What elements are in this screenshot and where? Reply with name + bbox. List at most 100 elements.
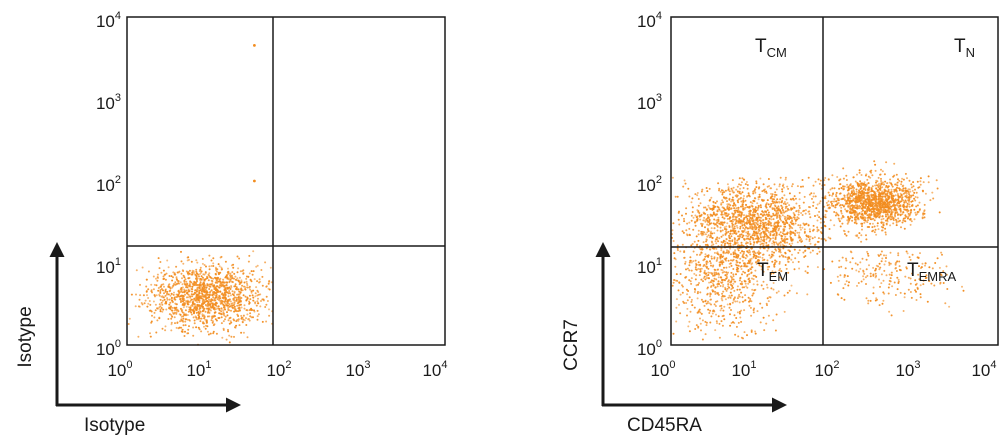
scatter-point (761, 210, 764, 213)
scatter-point (723, 217, 726, 220)
scatter-point (784, 235, 787, 238)
scatter-point (742, 187, 745, 189)
scatter-point (188, 269, 191, 272)
scatter-point (688, 320, 691, 323)
scatter-point (195, 277, 197, 280)
scatter-point (236, 318, 239, 321)
scatter-point (763, 231, 766, 233)
scatter-point (713, 251, 716, 254)
scatter-point (160, 307, 163, 309)
scatter-point (710, 255, 713, 258)
scatter-point (239, 303, 242, 306)
scatter-point (763, 189, 765, 192)
scatter-point (185, 318, 188, 321)
scatter-point (886, 219, 889, 222)
scatter-point (778, 242, 781, 245)
scatter-point (892, 203, 895, 206)
scatter-point (867, 219, 869, 222)
scatter-point (809, 251, 812, 254)
scatter-point (161, 310, 164, 313)
scatter-point (739, 220, 742, 223)
scatter-point (908, 200, 910, 203)
scatter-point (723, 305, 726, 308)
scatter-point (922, 279, 925, 282)
scatter-point (804, 270, 807, 273)
scatter-point (234, 285, 237, 288)
scatter-point (825, 201, 828, 204)
scatter-point (138, 298, 141, 301)
scatter-point (235, 279, 238, 282)
scatter-point (897, 195, 900, 198)
scatter-point (720, 249, 723, 252)
scatter-point (729, 313, 731, 316)
scatter-point (750, 314, 753, 317)
scatter-point (898, 208, 901, 211)
scatter-point (753, 221, 756, 224)
scatter-point (213, 298, 216, 300)
scatter-point (734, 333, 737, 336)
scatter-point (710, 315, 713, 318)
scatter-point (679, 250, 682, 253)
scatter-point (746, 217, 749, 220)
scatter-point (869, 222, 872, 225)
scatter-point (708, 312, 711, 314)
scatter-point (690, 298, 693, 301)
scatter-point (751, 213, 754, 216)
scatter-point (740, 215, 743, 218)
scatter-point (750, 272, 753, 275)
scatter-point (797, 260, 800, 263)
scatter-point (159, 291, 162, 294)
scatter-point (235, 324, 238, 327)
scatter-point (748, 218, 751, 220)
scatter-point (925, 274, 928, 277)
scatter-point (811, 249, 814, 252)
scatter-point (727, 252, 730, 255)
scatter-point (785, 221, 788, 224)
scatter-point (686, 267, 689, 270)
scatter-point (772, 319, 775, 322)
scatter-point (902, 189, 905, 192)
scatter-point (895, 189, 898, 192)
scatter-point (700, 230, 703, 233)
scatter-point (867, 205, 870, 208)
scatter-point (179, 298, 182, 301)
scatter-point (890, 188, 893, 191)
scatter-point (193, 319, 196, 322)
scatter-point (222, 320, 225, 323)
scatter-point (735, 220, 738, 223)
scatter-point (767, 203, 770, 206)
scatter-point (761, 227, 764, 230)
scatter-point (749, 243, 752, 246)
scatter-point (735, 256, 738, 259)
scatter-point (790, 231, 793, 234)
scatter-point (862, 214, 865, 217)
scatter-point (145, 290, 148, 293)
scatter-point (765, 192, 768, 194)
scatter-point (163, 277, 166, 280)
scatter-point (728, 224, 731, 227)
scatter-point (738, 261, 741, 264)
scatter-point (214, 302, 217, 305)
scatter-point (756, 212, 759, 215)
scatter-point (716, 200, 718, 203)
scatter-point (830, 202, 833, 205)
scatter-point (173, 291, 175, 294)
scatter-point (743, 178, 746, 181)
scatter-point (751, 266, 754, 269)
scatter-point (746, 235, 749, 238)
scatter-point (854, 204, 857, 207)
scatter-point (798, 198, 801, 201)
scatter-point (733, 202, 736, 205)
scatter-point (685, 212, 687, 215)
scatter-point (864, 198, 867, 201)
scatter-point (843, 196, 846, 199)
scatter-point (867, 187, 870, 190)
scatter-point (716, 283, 719, 286)
scatter-point (264, 306, 267, 308)
scatter-point (908, 214, 911, 217)
scatter-point (919, 284, 922, 287)
scatter-point (718, 322, 721, 325)
scatter-point (762, 214, 764, 217)
scatter-point (672, 222, 675, 225)
scatter-point (691, 211, 694, 213)
